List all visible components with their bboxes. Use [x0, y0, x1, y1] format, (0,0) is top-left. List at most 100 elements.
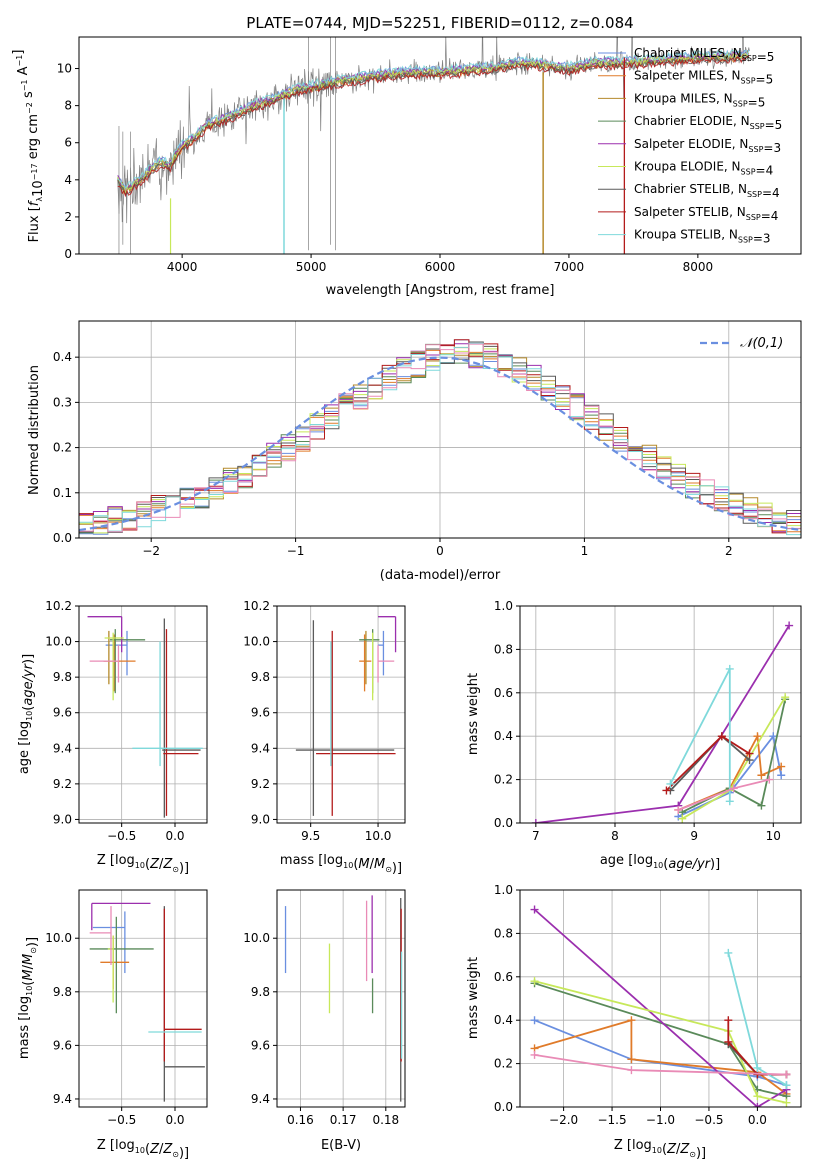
- x-tick-label: 8: [611, 829, 619, 843]
- weight-line: [534, 980, 787, 1104]
- y-tick-label: 10.2: [45, 599, 72, 613]
- x-tick-label: −0.5: [107, 1113, 136, 1127]
- label-part: age [log: [17, 721, 32, 774]
- x-axis-label: E(B-V): [321, 1138, 361, 1153]
- legend-entry: Salpeter STELIB, NSSP=4: [634, 205, 778, 223]
- y-tick-label: 0.2: [494, 773, 513, 787]
- plot-area: [79, 339, 801, 536]
- plus-marker: [725, 664, 734, 673]
- plus-marker: [745, 749, 754, 758]
- label-part: 10: [31, 180, 46, 197]
- legend-entry: Chabrier MILES, NSSP=5: [634, 46, 774, 64]
- histogram-step: [79, 343, 801, 533]
- label-part: )]: [710, 857, 720, 872]
- label-part: =4: [762, 186, 780, 200]
- label-part: ⊙: [29, 947, 38, 954]
- label-part: (: [353, 857, 358, 872]
- weight-line: [533, 908, 787, 1107]
- y-tick-label: 9.4: [251, 1092, 270, 1106]
- x-axis-label: (data-model)/error: [380, 568, 501, 583]
- label-part: /: [159, 1142, 164, 1157]
- plus-marker: [724, 1037, 733, 1046]
- y-tick-label: 0.3: [53, 395, 72, 409]
- y-tick-label: 10.2: [243, 599, 270, 613]
- y-tick-label: 9.8: [251, 985, 270, 999]
- label-part: −1: [20, 79, 29, 91]
- label-part: Z [log: [97, 1138, 135, 1153]
- y-tick-label: 9.2: [53, 777, 72, 791]
- plot-area: [531, 621, 794, 823]
- label-part: (: [21, 981, 36, 986]
- plus-marker: [724, 1016, 733, 1025]
- label-part: M: [358, 857, 369, 872]
- label-part: M: [374, 857, 385, 872]
- y-tick-label: 10.0: [45, 635, 72, 649]
- label-part: )]: [25, 937, 40, 947]
- label-part: )]: [179, 1146, 189, 1161]
- axes-residuals: −2 −1 0 1 2 0.0 0.1 0.2 0.3 0.4 𝒩(0,1) (data-model)…: [27, 320, 802, 583]
- plus-marker: [757, 801, 766, 810]
- x-tick-label: 4000: [167, 260, 198, 274]
- label-part: Z: [162, 857, 173, 872]
- x-axis-label: mass [log10(M/M⊙)]: [280, 853, 402, 876]
- label-part: Chabrier STELIB, N: [634, 182, 747, 196]
- x-tick-label: 8000: [683, 260, 714, 274]
- plus-marker: [674, 805, 683, 814]
- label-part: )]: [179, 861, 189, 876]
- label-part: −2: [25, 102, 34, 114]
- axes-frame: −2.0 −1.5 −1.0 −0.5 0.0 0.0 0.2 0.4 0.6 0.8 1.0 Z […: [466, 883, 802, 1161]
- y-tick-label: 9.4: [53, 1092, 72, 1106]
- y-tick-label: 9.6: [251, 1038, 270, 1052]
- plus-marker: [717, 732, 726, 741]
- y-tick-label: 0.6: [494, 970, 513, 984]
- y-tick-label: 9.0: [53, 812, 72, 826]
- plus-marker: [782, 1081, 791, 1090]
- label-part: (: [145, 1142, 150, 1157]
- weight-line: [677, 734, 783, 818]
- x-tick-label: 2: [725, 544, 733, 558]
- x-axis-label: age [log10(age/yr)]: [600, 853, 720, 872]
- plus-marker: [782, 1098, 791, 1107]
- label-part: M: [21, 969, 36, 980]
- axes-frame: −0.5 0.09.09.29.49.69.810.010.2Z [log10(Z…: [17, 599, 208, 876]
- plus-marker: [753, 1063, 762, 1072]
- legend-entry: Kroupa ELODIE, NSSP=4: [634, 160, 773, 178]
- y-tick-label: 0.0: [494, 1100, 513, 1114]
- label-part: )]: [696, 1146, 706, 1161]
- spectrum-model-line: [117, 54, 749, 195]
- plus-marker: [662, 786, 671, 795]
- label-part: =3: [763, 141, 781, 155]
- label-part: =5: [765, 118, 783, 132]
- label-part: Z: [149, 1142, 160, 1157]
- plus-marker: [753, 732, 762, 741]
- y-tick-label: 9.8: [251, 670, 270, 684]
- x-tick-label: 0.18: [372, 1113, 399, 1127]
- legend-entry: Chabrier ELODIE, NSSP=5: [634, 114, 782, 132]
- y-tick-label: 0.1: [53, 486, 72, 500]
- y-axis-label: age [log10(age/yr)]: [17, 654, 36, 774]
- x-axis-label: Z [log10(Z/Z⊙)]: [97, 1138, 189, 1161]
- y-tick-label: 9.4: [251, 741, 270, 755]
- x-tick-label: −2.0: [549, 1113, 578, 1127]
- histogram-step: [79, 339, 801, 534]
- label-part: =4: [756, 164, 774, 178]
- label-part: SSP: [747, 190, 762, 199]
- label-part: Salpeter STELIB, N: [634, 205, 746, 219]
- label-part: 10: [135, 1146, 145, 1155]
- plus-marker: [782, 1070, 791, 1079]
- axes-mass-weight-vs-Z: −2.0 −1.5 −1.0 −0.5 0.0 0.0 0.2 0.4 0.6 0.8 1.0 Z […: [466, 883, 802, 1161]
- weight-line: [681, 699, 787, 813]
- label-part: −17: [30, 163, 39, 180]
- label-part: Z: [149, 857, 160, 872]
- y-tick-label: 0.4: [494, 729, 513, 743]
- plus-marker: [530, 977, 539, 986]
- plus-marker: [530, 905, 539, 914]
- y-tick-label: 0: [64, 247, 72, 261]
- label-part: f: [27, 199, 42, 206]
- plus-marker: [530, 1016, 539, 1025]
- x-tick-label: −1: [287, 544, 305, 558]
- plus-marker: [729, 784, 738, 793]
